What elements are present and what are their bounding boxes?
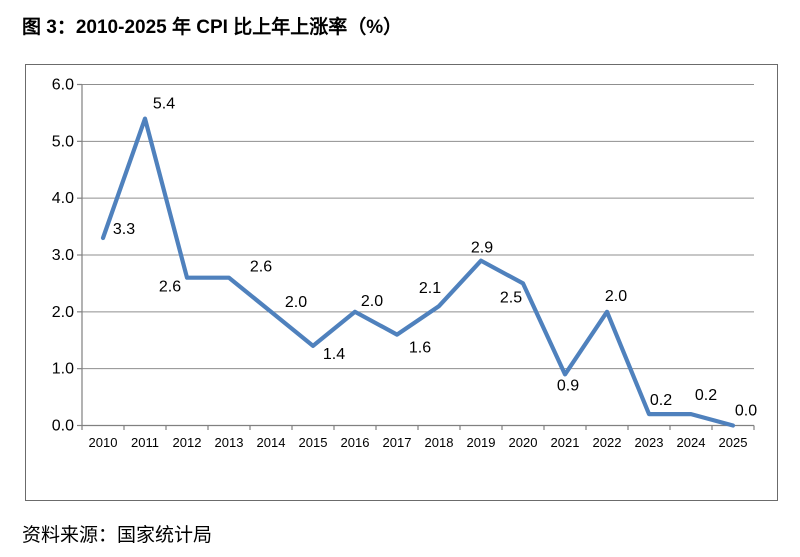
x-tick-label: 2018	[425, 435, 454, 450]
x-tick-label: 2010	[89, 435, 118, 450]
y-tick-label: 3.0	[52, 247, 74, 264]
x-tick-label: 2023	[635, 435, 664, 450]
x-tick-label: 2017	[383, 435, 412, 450]
data-label: 2.6	[159, 279, 181, 296]
figure-title: 图 3：2010-2025 年 CPI 比上年上涨率（%）	[22, 17, 403, 38]
data-label: 0.2	[695, 387, 717, 404]
source-note: 资料来源：国家统计局	[22, 525, 213, 546]
cpi-series-line	[100, 116, 736, 428]
data-label: 2.1	[419, 280, 441, 297]
data-label: 5.4	[153, 96, 175, 113]
y-tick-label: 5.0	[52, 133, 74, 150]
x-tick-label: 2013	[215, 435, 244, 450]
data-label: 2.6	[250, 259, 272, 276]
x-tick-label: 2024	[677, 435, 706, 450]
x-tick-label: 2019	[467, 435, 496, 450]
x-tick-label: 2025	[719, 435, 748, 450]
x-tick-label: 2020	[509, 435, 538, 450]
y-tick-label: 1.0	[52, 361, 74, 378]
data-label: 0.2	[650, 392, 672, 409]
data-label: 3.3	[113, 221, 135, 238]
data-label: 1.4	[323, 346, 345, 363]
data-label: 1.6	[409, 340, 431, 357]
y-tick-label: 4.0	[52, 190, 74, 207]
x-tick-label: 2016	[341, 435, 370, 450]
cpi-line-chart: 0.0 1.0 2.0 3.0 4.0 5.0 6.0 2010 2011 2012 2013 201…	[52, 77, 757, 451]
data-label: 2.0	[605, 288, 627, 305]
x-tick-label: 2011	[131, 435, 159, 450]
data-label: 0.9	[557, 377, 579, 394]
data-label: 2.0	[285, 294, 307, 311]
y-tick-label: 2.0	[52, 304, 74, 321]
data-label: 2.9	[471, 240, 493, 257]
x-tick-label: 2012	[173, 435, 202, 450]
x-tick-label: 2021	[551, 435, 580, 450]
x-tick-label: 2022	[593, 435, 622, 450]
x-tick-label: 2015	[299, 435, 328, 450]
data-label: 2.5	[500, 289, 522, 306]
y-tick-label: 6.0	[52, 77, 74, 94]
y-tick-label: 0.0	[52, 418, 74, 435]
data-label: 2.0	[361, 293, 383, 310]
data-label: 0.0	[735, 403, 757, 420]
x-tick-label: 2014	[257, 435, 286, 450]
